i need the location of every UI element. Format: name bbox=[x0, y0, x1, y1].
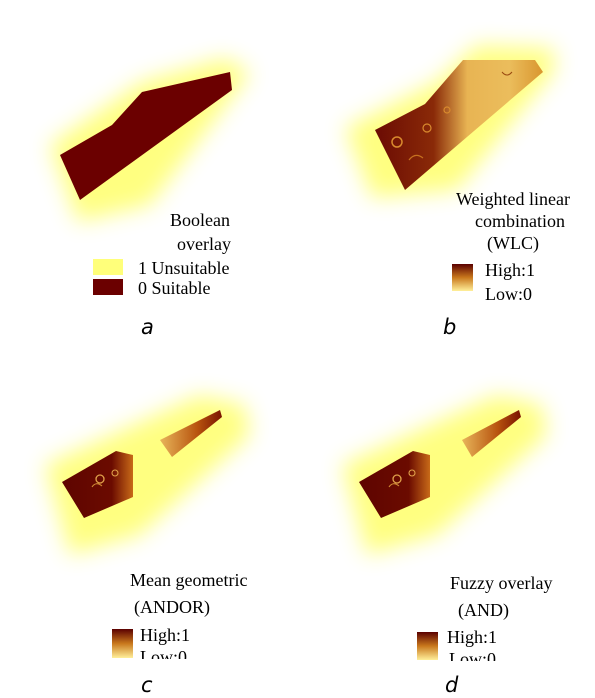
legend-title-line-1: Weighted linear bbox=[456, 189, 571, 209]
boolean-overlay-map bbox=[50, 58, 250, 222]
legend-title-line-2: (ANDOR) bbox=[134, 597, 210, 617]
legend-color-ramp bbox=[417, 632, 438, 660]
wlc-suitability-surface bbox=[375, 60, 543, 190]
suitable-area bbox=[60, 72, 232, 200]
fuzzy-overlay-map bbox=[342, 395, 547, 555]
legend-low-label: Low:0 bbox=[140, 647, 187, 659]
andor-suitable-east bbox=[160, 410, 222, 457]
fuzzy-suitable-east bbox=[462, 410, 521, 457]
legend-title-line-1: Mean geometric bbox=[130, 570, 248, 590]
map-panel-fuzzy: Fuzzy overlay (AND) High:1 Low:0 d bbox=[297, 355, 595, 698]
andor-suitable-west bbox=[62, 451, 133, 518]
legend-high-label: High:1 bbox=[447, 627, 498, 647]
legend-color-ramp bbox=[112, 629, 133, 658]
map-panel-wlc: Weighted linear combination (WLC) High:1… bbox=[297, 0, 595, 345]
legend-low-label: Low:0 bbox=[485, 284, 532, 304]
legend-title-line-2: (AND) bbox=[458, 600, 509, 620]
map-panel-andor: Mean geometric (ANDOR) High:1 Low:0 c bbox=[0, 355, 297, 698]
wlc-map bbox=[345, 45, 555, 198]
panel-caption-d: d bbox=[445, 673, 459, 697]
panel-caption-c: c bbox=[141, 673, 153, 697]
legend-swatch-unsuitable bbox=[93, 259, 123, 275]
legend-title-line-2: combination bbox=[475, 211, 565, 231]
legend-title-line-2: overlay bbox=[177, 234, 231, 254]
legend-title-line-1: Fuzzy overlay bbox=[450, 573, 553, 593]
andor-map bbox=[45, 395, 250, 555]
legend-low-label: Low:0 bbox=[449, 649, 496, 661]
panel-caption-b: b bbox=[443, 315, 457, 339]
legend-swatch-suitable bbox=[93, 279, 123, 295]
legend-label-unsuitable: 1 Unsuitable bbox=[138, 258, 230, 278]
legend-title-line-1: Boolean bbox=[170, 210, 230, 230]
legend-color-ramp bbox=[452, 264, 473, 291]
legend-label-suitable: 0 Suitable bbox=[138, 278, 211, 298]
legend-high-label: High:1 bbox=[140, 625, 191, 645]
panel-caption-a: a bbox=[141, 315, 154, 339]
map-panel-boolean: Boolean overlay 1 Unsuitable 0 Suitable … bbox=[0, 0, 297, 345]
legend-title-line-3: (WLC) bbox=[487, 233, 539, 253]
fuzzy-suitable-west bbox=[359, 451, 430, 518]
legend-high-label: High:1 bbox=[485, 260, 536, 280]
